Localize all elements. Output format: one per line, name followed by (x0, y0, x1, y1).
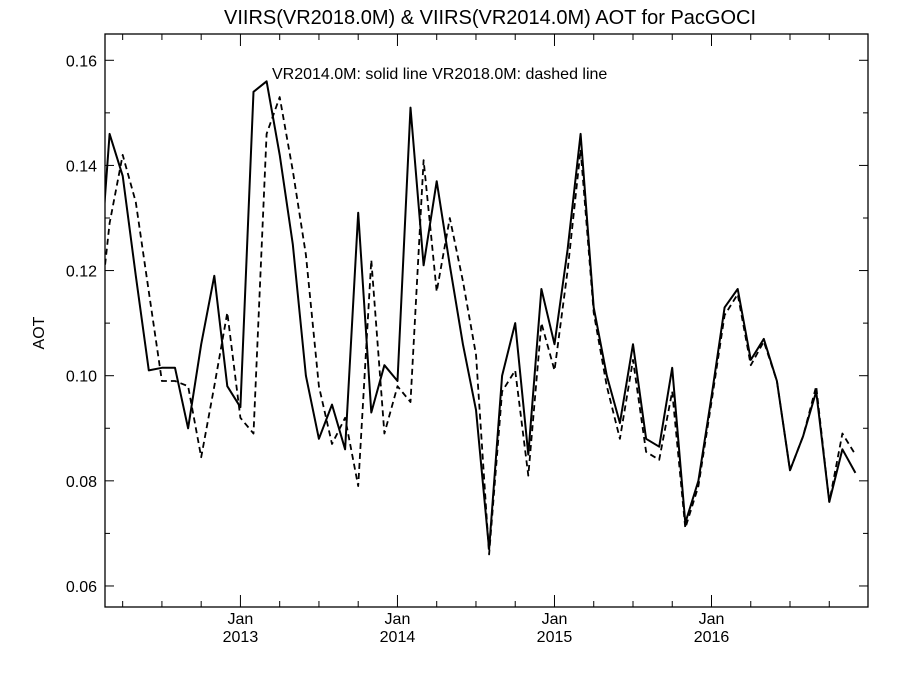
y-tick-label: 0.12 (66, 264, 97, 281)
x-tick-label-year: 2015 (537, 629, 573, 646)
x-tick-label-year: 2016 (694, 629, 730, 646)
x-tick-label-month: Jan (542, 611, 568, 628)
x-tick-label-year: 2013 (223, 629, 259, 646)
y-tick-label: 0.16 (66, 53, 97, 70)
chart-title: VIIRS(VR2018.0M) & VIIRS(VR2014.0M) AOT … (224, 7, 756, 29)
series-line-vr2018-0m (105, 96, 857, 556)
x-tick-label-month: Jan (228, 611, 254, 628)
y-tick-label: 0.06 (66, 579, 97, 596)
y-tick-label: 0.10 (66, 369, 97, 386)
x-tick-label-month: Jan (385, 611, 411, 628)
x-tick-label-year: 2014 (380, 629, 416, 646)
series-line-vr2014-0m (105, 80, 857, 551)
y-axis-label: AOT (31, 316, 48, 349)
y-tick-label: 0.14 (66, 158, 97, 175)
plot-frame (104, 33, 869, 608)
y-tick-label: 0.08 (66, 474, 97, 491)
chart-annotation: VR2014.0M: solid line VR2018.0M: dashed … (272, 66, 607, 83)
x-tick-label-month: Jan (699, 611, 725, 628)
